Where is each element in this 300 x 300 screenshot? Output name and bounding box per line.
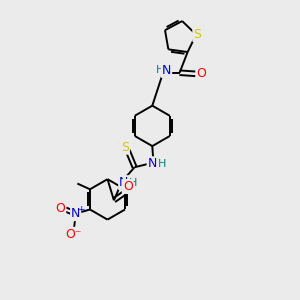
- Text: N: N: [148, 157, 157, 170]
- Text: O⁻: O⁻: [66, 228, 82, 241]
- Text: O: O: [123, 180, 133, 193]
- Text: N: N: [162, 64, 171, 77]
- Text: S: S: [193, 28, 201, 41]
- Text: N: N: [71, 207, 80, 220]
- Text: O: O: [196, 68, 206, 80]
- Text: S: S: [121, 141, 129, 154]
- Text: H: H: [158, 159, 166, 169]
- Text: O: O: [56, 202, 65, 215]
- Text: H: H: [156, 65, 164, 75]
- Text: N: N: [119, 176, 128, 189]
- Text: H: H: [129, 178, 138, 188]
- Text: +: +: [77, 205, 85, 214]
